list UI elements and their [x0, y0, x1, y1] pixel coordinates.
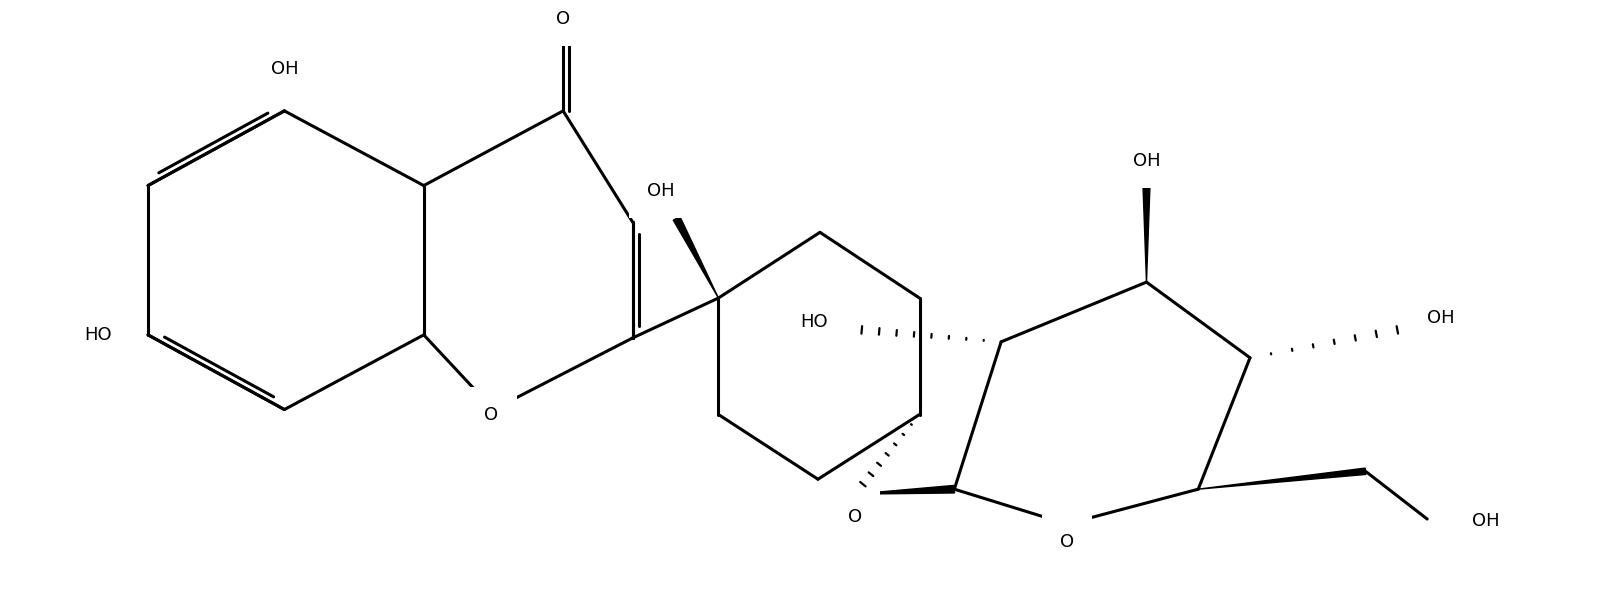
Text: O: O	[847, 508, 862, 526]
Text: O: O	[1060, 533, 1073, 551]
Polygon shape	[854, 486, 954, 494]
Text: O: O	[484, 405, 498, 424]
Text: OH: OH	[1427, 309, 1454, 327]
Polygon shape	[674, 217, 717, 298]
Text: OH: OH	[271, 60, 299, 78]
Text: OH: OH	[1470, 512, 1498, 530]
Text: HO: HO	[84, 326, 112, 344]
Polygon shape	[1198, 468, 1365, 489]
Text: O: O	[555, 10, 570, 28]
Text: OH: OH	[1131, 152, 1159, 169]
Text: HO: HO	[800, 313, 828, 331]
Polygon shape	[1143, 185, 1149, 282]
Text: OH: OH	[646, 182, 674, 200]
